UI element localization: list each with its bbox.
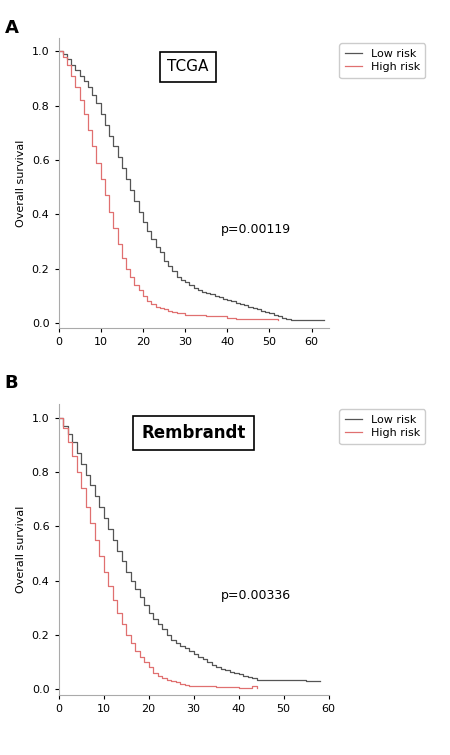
Y-axis label: Overall survival: Overall survival <box>16 140 26 226</box>
Legend: Low risk, High risk: Low risk, High risk <box>339 409 425 444</box>
Text: TCGA: TCGA <box>167 60 209 74</box>
Text: B: B <box>4 374 18 392</box>
Text: Rembrandt: Rembrandt <box>141 424 246 442</box>
Text: p=0.00119: p=0.00119 <box>220 223 291 236</box>
Y-axis label: Overall survival: Overall survival <box>16 506 26 593</box>
Legend: Low risk, High risk: Low risk, High risk <box>339 43 425 78</box>
Text: A: A <box>4 19 18 37</box>
Text: p=0.00336: p=0.00336 <box>220 589 291 602</box>
